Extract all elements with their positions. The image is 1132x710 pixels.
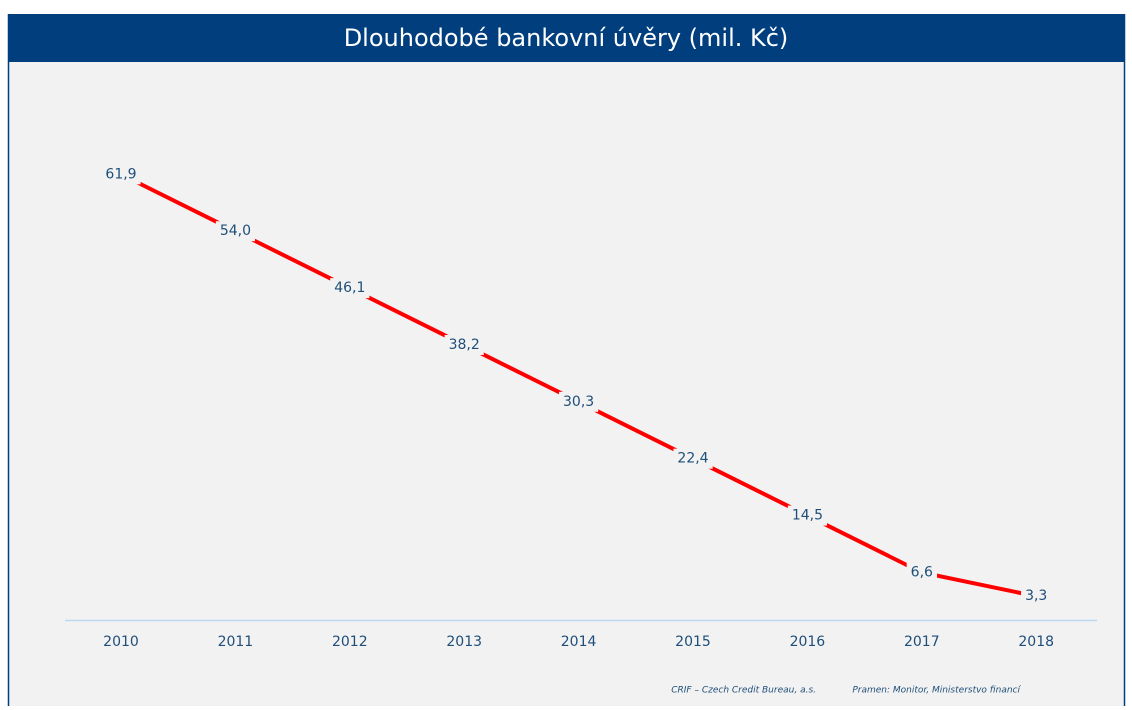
x-tick-label: 2011 bbox=[218, 634, 254, 650]
data-label: 38,2 bbox=[449, 337, 480, 353]
label-background bbox=[101, 164, 141, 185]
x-tick-label: 2017 bbox=[904, 634, 940, 650]
x-tick-label: 2014 bbox=[561, 634, 597, 650]
source-note: Pramen: Monitor, Ministerstvo financí bbox=[852, 686, 1021, 696]
label-background bbox=[787, 505, 827, 526]
label-background bbox=[1021, 586, 1052, 607]
x-tick-label: 2018 bbox=[1018, 634, 1054, 650]
x-tick-label: 2015 bbox=[675, 634, 711, 650]
chart-background bbox=[8, 14, 1125, 706]
label-background bbox=[559, 391, 599, 412]
label-background bbox=[906, 562, 938, 583]
label-background bbox=[673, 448, 713, 469]
chart-title: Dlouhodobé bankovní úvěry (mil. Kč) bbox=[344, 24, 789, 52]
title-bar bbox=[8, 14, 1125, 62]
x-tick-label: 2012 bbox=[332, 634, 368, 650]
data-label: 46,1 bbox=[334, 280, 365, 296]
data-label: 14,5 bbox=[792, 508, 823, 524]
x-tick-label: 2016 bbox=[790, 634, 826, 650]
data-label: 30,3 bbox=[563, 394, 594, 410]
data-label: 22,4 bbox=[677, 451, 708, 467]
data-label: 54,0 bbox=[220, 223, 251, 239]
label-background bbox=[444, 334, 484, 355]
label-background bbox=[215, 221, 255, 242]
x-tick-label: 2013 bbox=[446, 634, 482, 650]
data-label: 6,6 bbox=[911, 564, 933, 580]
x-tick-label: 2010 bbox=[103, 634, 139, 650]
label-background bbox=[330, 278, 370, 299]
data-label: 61,9 bbox=[105, 166, 136, 182]
source: CRIF – Czech Credit Bureau, a.s. bbox=[671, 686, 816, 696]
data-label: 3,3 bbox=[1025, 588, 1047, 604]
